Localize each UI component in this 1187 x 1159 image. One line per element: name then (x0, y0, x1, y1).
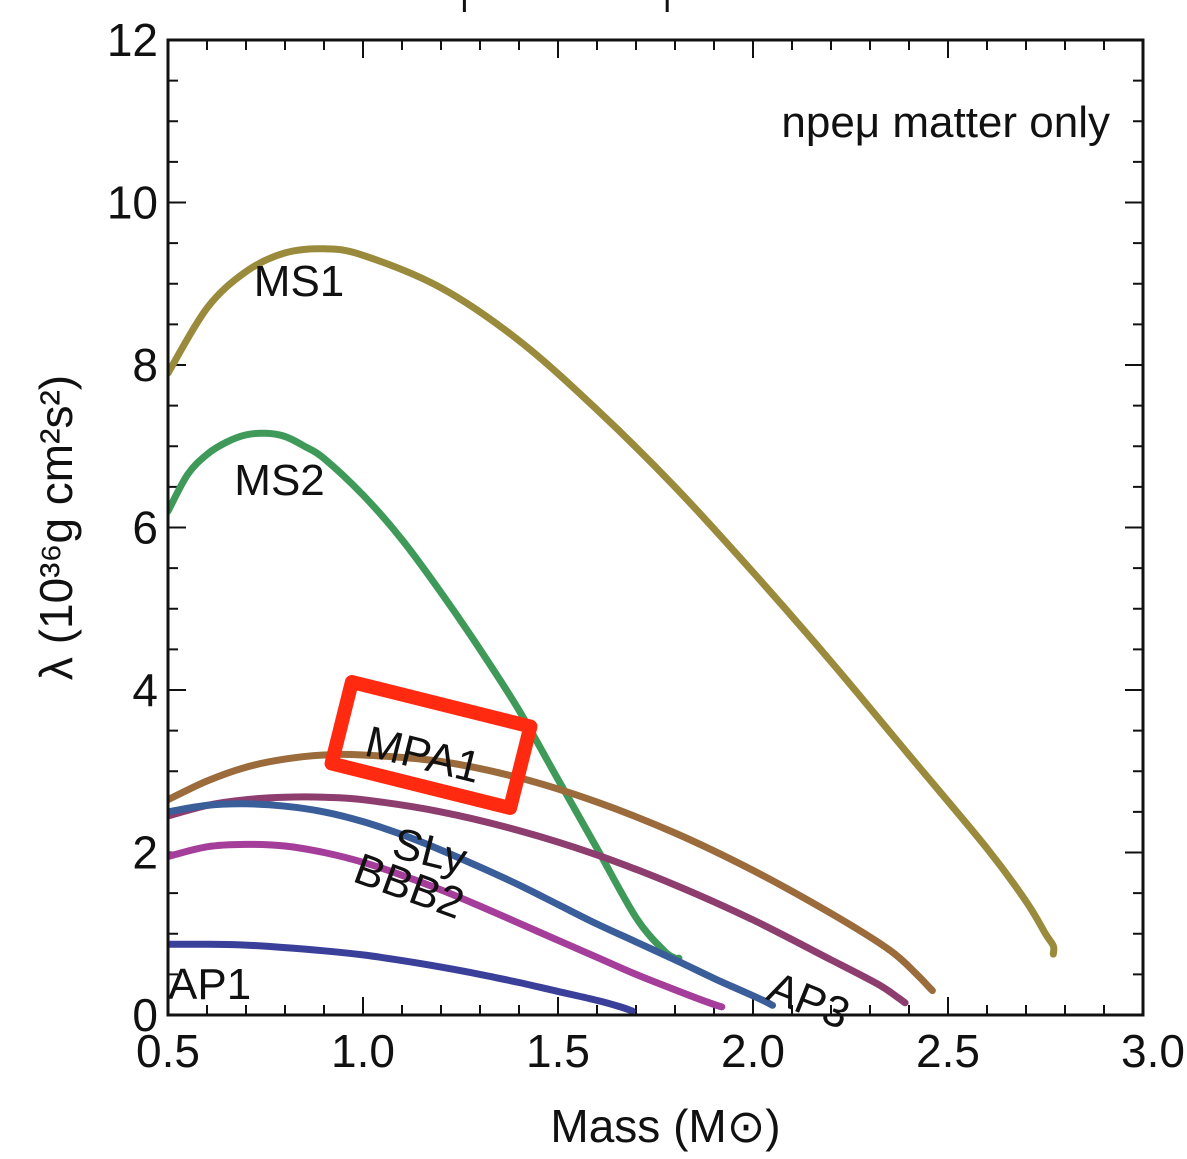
series-label-ms2: MS2 (234, 456, 324, 505)
x-tick-label: 2.0 (721, 1025, 785, 1077)
series-label-ap1: AP1 (168, 960, 251, 1009)
x-tick-label: 1.5 (526, 1025, 590, 1077)
y-axis-label: λ (10³⁶g cm²s²) (30, 375, 82, 680)
y-tick-label: 6 (132, 502, 158, 554)
x-tick-label: 0.5 (136, 1025, 200, 1077)
highlight-box (324, 674, 538, 816)
series-label-ms1: MS1 (254, 257, 344, 306)
series-line-ap3 (168, 793, 909, 1007)
series-line-bbb2 (168, 840, 726, 1011)
plot-frame (166, 38, 1145, 1017)
series-line-ms1 (168, 245, 1058, 958)
series-line-ms2 (168, 429, 683, 963)
highlight-rect (324, 674, 538, 816)
y-tick-label: 8 (132, 339, 158, 391)
tick-labels: 0.5 1.0 1.5 2.0 2.5 3.0 0 2 4 6 8 10 12 (107, 14, 1185, 1077)
series-lines (168, 245, 1058, 1015)
y-tick-label: 0 (132, 989, 158, 1041)
y-tick-label: 10 (107, 177, 158, 229)
y-tick-label: 12 (107, 14, 158, 66)
x-tick-label: 2.5 (916, 1025, 980, 1077)
series-line-mpa1 (168, 750, 936, 995)
series-line-ap1 (168, 940, 636, 1015)
x-axis-label: Mass (M⊙) (550, 1100, 780, 1152)
y-tick-label: 2 (132, 827, 158, 879)
series-line-sly (168, 800, 776, 1009)
y-tick-label: 4 (132, 664, 158, 716)
x-tick-label: 3.0 (1121, 1025, 1185, 1077)
annotation-text: npeμ matter only (781, 98, 1110, 147)
x-tick-label: 1.0 (331, 1025, 395, 1077)
